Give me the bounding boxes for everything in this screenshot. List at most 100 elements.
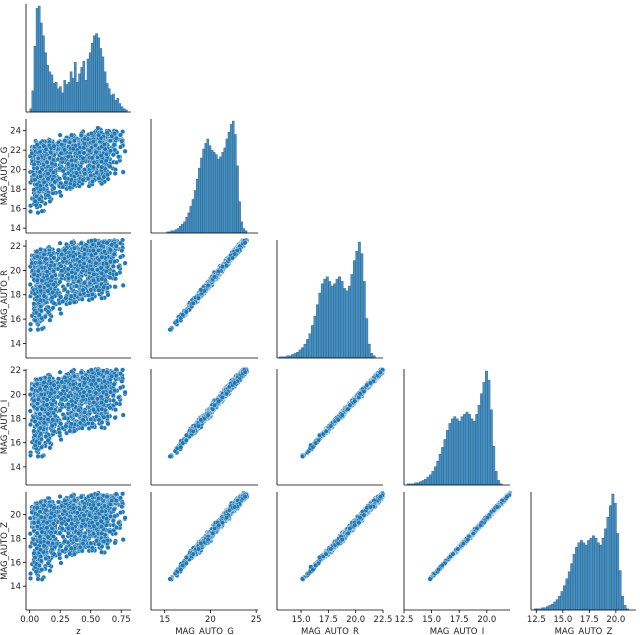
histogram-bar-MAG_AUTO_Z — [577, 542, 581, 611]
histogram-bar-MAG_AUTO_R — [365, 318, 369, 359]
histogram-bar-z — [40, 22, 43, 113]
scatter-point-MAG_AUTO_G-vs-z — [91, 159, 97, 165]
histogram-bar-MAG_AUTO_Z — [594, 537, 598, 611]
scatter-point-MAG_AUTO_R-vs-z — [69, 240, 75, 245]
scatter-point-MAG_AUTO_G-vs-z — [51, 185, 57, 191]
histogram-bar-MAG_AUTO_Z — [560, 591, 564, 611]
scatter-point-MAG_AUTO_G-vs-z — [104, 130, 110, 136]
scatter-point-MAG_AUTO_R-vs-z — [31, 271, 37, 277]
scatter-point-MAG_AUTO_G-vs-z — [88, 131, 94, 136]
scatter-point-MAG_AUTO_G-vs-z — [93, 149, 99, 155]
histogram-bar-z — [74, 61, 77, 113]
histogram-bar-MAG_AUTO_R — [308, 333, 312, 359]
histogram-bar-MAG_AUTO_R — [291, 354, 295, 359]
histogram-bar-MAG_AUTO_R — [301, 347, 305, 359]
scatter-point-MAG_AUTO_G-vs-z — [120, 169, 126, 175]
histogram-bar-MAG_AUTO_I — [492, 446, 496, 486]
histogram-bar-MAG_AUTO_I — [497, 480, 501, 486]
scatter-point-MAG_AUTO_G-vs-z — [80, 155, 86, 161]
scatter-point-MAG_AUTO_R-vs-z — [41, 251, 47, 257]
scatter-point-MAG_AUTO_R-vs-z — [51, 255, 57, 261]
histogram-bar-MAG_AUTO_G — [210, 149, 214, 234]
histogram-bar-MAG_AUTO_G — [206, 138, 210, 234]
scatter-point-MAG_AUTO_R-vs-z — [48, 263, 54, 269]
histogram-bar-MAG_AUTO_I — [431, 471, 435, 486]
scatter-point-MAG_AUTO_R-vs-z — [28, 327, 33, 333]
scatter-point-MAG_AUTO_R-vs-z — [37, 297, 43, 303]
scatter-point-MAG_AUTO_R-vs-z — [71, 245, 77, 251]
scatter-point-MAG_AUTO_R-vs-z — [94, 284, 100, 290]
scatter-point-MAG_AUTO_G-vs-z — [81, 150, 87, 156]
histogram-bar-z — [67, 82, 71, 113]
scatter-point-MAG_AUTO_R-vs-z — [99, 254, 105, 260]
scatter-point-MAG_AUTO_R-vs-z — [85, 292, 91, 298]
histogram-bar-MAG_AUTO_I — [426, 476, 430, 486]
histogram-bar-MAG_AUTO_I — [480, 393, 483, 486]
scatter-point-MAG_AUTO_G-vs-z — [82, 141, 87, 147]
histogram-bar-MAG_AUTO_G — [217, 158, 220, 234]
scatter-point-MAG_AUTO_R-vs-z — [89, 296, 95, 302]
scatter-point-MAG_AUTO_R-vs-z — [65, 266, 71, 272]
histogram-bar-z — [59, 86, 62, 113]
scatter-point-MAG_AUTO_G-vs-z — [41, 179, 47, 185]
scatter-point-MAG_AUTO_R-vs-z — [107, 275, 113, 281]
histogram-bar-MAG_AUTO_Z — [599, 544, 603, 611]
histogram-bar-MAG_AUTO_Z — [563, 585, 566, 611]
histogram-bar-MAG_AUTO_G — [195, 179, 199, 234]
scatter-point-MAG_AUTO_R-vs-z — [99, 270, 105, 276]
scatter-point-MAG_AUTO_G-vs-z — [91, 164, 96, 170]
histogram-bar-MAG_AUTO_G — [238, 201, 241, 234]
histogram-bar-MAG_AUTO_R — [303, 343, 307, 359]
histogram-bar-MAG_AUTO_G — [181, 223, 184, 234]
scatter-point-MAG_AUTO_R-vs-z — [45, 309, 51, 315]
scatter-point-MAG_AUTO_G-vs-z — [36, 196, 42, 202]
scatter-point-MAG_AUTO_R-vs-z — [78, 240, 84, 246]
scatter-point-MAG_AUTO_G-vs-z — [78, 133, 84, 138]
histogram-bar-MAG_AUTO_G — [242, 228, 246, 234]
scatter-point-MAG_AUTO_R-vs-z — [81, 261, 87, 267]
histogram-bar-MAG_AUTO_G — [176, 228, 180, 234]
scatter-point-MAG_AUTO_G-vs-z — [116, 154, 122, 160]
histogram-bar-z — [118, 103, 122, 113]
scatter-point-MAG_AUTO_R-vs-z — [103, 268, 109, 274]
scatter-point-MAG_AUTO_G-vs-z — [113, 135, 119, 141]
scatter-point-MAG_AUTO_R-vs-z — [58, 311, 64, 316]
histogram-bar-MAG_AUTO_I — [475, 414, 479, 486]
histogram-bar-MAG_AUTO_Z — [572, 554, 576, 611]
scatter-point-MAG_AUTO_I-vs-z — [27, 392, 33, 398]
scatter-point-MAG_AUTO_R-vs-z — [34, 254, 40, 259]
scatter-point-MAG_AUTO_R-vs-z — [58, 263, 64, 269]
histogram-bar-z — [37, 5, 41, 113]
histogram-bar-MAG_AUTO_G — [236, 165, 239, 234]
histogram-bar-MAG_AUTO_I — [465, 411, 469, 486]
histogram-bar-z — [48, 71, 52, 113]
scatter-point-MAG_AUTO_R-vs-z — [99, 276, 105, 282]
histogram-bar-MAG_AUTO_Z — [582, 542, 586, 611]
scatter-point-MAG_AUTO_R-vs-z — [89, 266, 95, 272]
scatter-point-MAG_AUTO_R-vs-z — [82, 247, 88, 252]
scatter-point-MAG_AUTO_R-vs-z — [44, 269, 50, 275]
scatter-point-MAG_AUTO_R-vs-z — [39, 326, 45, 332]
histogram-bar-z — [95, 33, 98, 113]
scatter-point-MAG_AUTO_R-vs-z — [36, 312, 42, 318]
histogram-bar-z — [122, 108, 126, 113]
scatter-point-MAG_AUTO_G-vs-z — [45, 192, 51, 198]
histogram-bar-MAG_AUTO_R — [343, 288, 346, 359]
scatter-point-MAG_AUTO_R-vs-z — [28, 321, 34, 327]
scatter-point-MAG_AUTO_R-vs-z — [68, 293, 74, 299]
scatter-point-MAG_AUTO_R-vs-MAG_AUTO_G — [190, 300, 196, 306]
histogram-bar-MAG_AUTO_R — [362, 281, 366, 359]
histogram-bar-MAG_AUTO_G — [219, 156, 222, 234]
scatter-point-MAG_AUTO_R-vs-z — [98, 265, 104, 271]
scatter-point-MAG_AUTO_R-vs-z — [57, 240, 63, 246]
histogram-bar-MAG_AUTO_Z — [550, 604, 554, 611]
scatter-point-MAG_AUTO_R-vs-z — [35, 327, 41, 333]
histogram-bar-z — [91, 42, 94, 113]
histogram-bar-z — [42, 35, 45, 113]
histogram-bar-MAG_AUTO_Z — [606, 517, 610, 611]
scatter-point-MAG_AUTO_R-vs-z — [112, 284, 118, 290]
scatter-point-MAG_AUTO_I-vs-z — [57, 369, 63, 375]
histogram-bar-MAG_AUTO_I — [467, 414, 471, 486]
scatter-point-MAG_AUTO_R-vs-z — [88, 252, 94, 258]
scatter-point-MAG_AUTO_R-vs-z — [91, 277, 96, 283]
